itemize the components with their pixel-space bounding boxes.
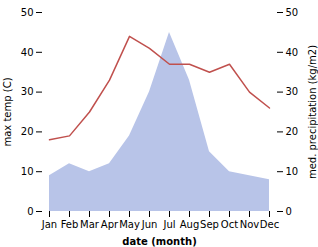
svg-text:10: 10 xyxy=(21,166,34,177)
svg-text:Oct: Oct xyxy=(221,219,238,230)
svg-text:0: 0 xyxy=(27,206,33,217)
svg-text:40: 40 xyxy=(21,47,34,58)
svg-text:0: 0 xyxy=(286,206,292,217)
svg-text:May: May xyxy=(119,219,140,230)
svg-text:Aug: Aug xyxy=(180,219,200,230)
svg-text:Jul: Jul xyxy=(162,219,175,230)
svg-text:30: 30 xyxy=(286,86,299,97)
svg-text:20: 20 xyxy=(21,126,34,137)
svg-text:Mar: Mar xyxy=(80,219,100,230)
svg-text:10: 10 xyxy=(286,166,299,177)
svg-text:50: 50 xyxy=(21,7,34,18)
svg-text:date (month): date (month) xyxy=(122,236,196,247)
svg-text:30: 30 xyxy=(21,86,34,97)
svg-text:Sep: Sep xyxy=(200,219,219,230)
svg-text:40: 40 xyxy=(286,47,299,58)
svg-text:50: 50 xyxy=(286,7,299,18)
svg-text:Jun: Jun xyxy=(141,219,158,230)
svg-text:20: 20 xyxy=(286,126,299,137)
svg-text:Feb: Feb xyxy=(61,219,79,230)
svg-text:max temp (C): max temp (C) xyxy=(2,77,13,146)
svg-text:Nov: Nov xyxy=(240,219,260,230)
svg-text:Jan: Jan xyxy=(41,219,57,230)
svg-text:Dec: Dec xyxy=(260,219,279,230)
svg-text:Apr: Apr xyxy=(101,219,119,230)
svg-text:med. precipitation (kg/m2): med. precipitation (kg/m2) xyxy=(307,45,318,179)
